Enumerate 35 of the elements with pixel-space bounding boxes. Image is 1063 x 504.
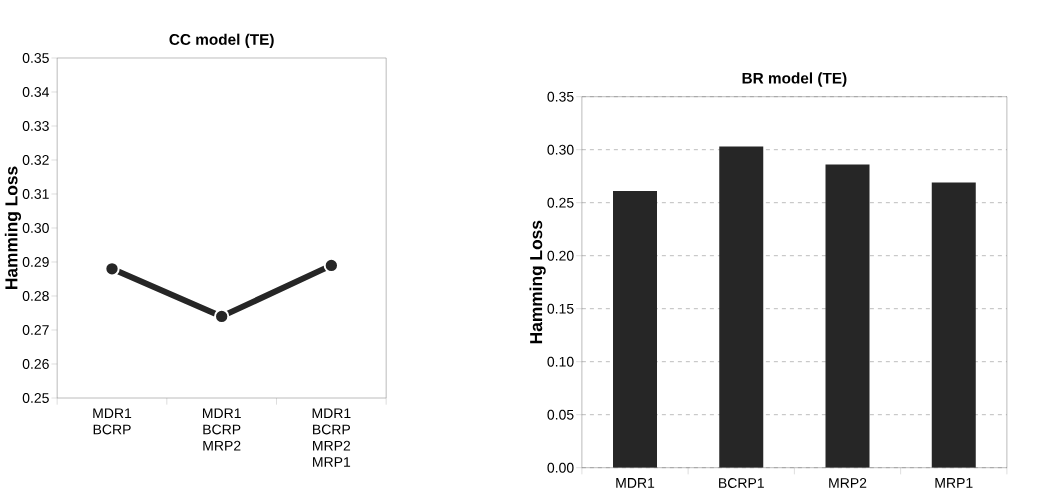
bar	[931, 182, 976, 468]
y-tick-label: 0.30	[547, 144, 574, 155]
y-tick-label: 0.30	[22, 223, 49, 233]
x-tick-label: MDR1 BCRP MRP2 MRP1	[312, 408, 351, 467]
chart-title: CC model (TE)	[169, 33, 274, 48]
chart-title: BR model (TE)	[742, 72, 847, 87]
bar	[825, 164, 870, 468]
y-tick-label: 0.28	[22, 291, 49, 301]
x-tick-label: BCRP1	[719, 478, 764, 489]
y-tick-label: 0.10	[547, 356, 574, 367]
y-tick-label: 0.32	[22, 155, 49, 165]
y-tick-label: 0.26	[22, 359, 49, 369]
y-axis-title: Hamming Loss	[4, 166, 22, 289]
y-tick-label: 0.05	[547, 409, 574, 420]
y-tick-label: 0.29	[22, 257, 49, 267]
x-tick-label: MDR1	[616, 478, 655, 488]
bar	[719, 146, 764, 468]
x-tick-label: MDR1 BCRP	[93, 408, 132, 435]
bar	[613, 191, 658, 468]
y-tick-label: 0.34	[22, 87, 50, 97]
point	[104, 261, 120, 277]
y-tick-label: 0.35	[547, 91, 574, 102]
y-tick-label: 0.27	[22, 325, 49, 335]
y-tick-label: 0.25	[547, 197, 574, 208]
y-tick-label: 0.33	[22, 121, 49, 131]
x-tick-label: MRP2	[829, 478, 867, 488]
y-tick-label: 0.31	[22, 189, 49, 199]
y-tick-label: 0.20	[547, 250, 574, 261]
y-tick-label: 0.00	[547, 462, 574, 473]
x-tick-label: MRP1	[935, 478, 973, 488]
y-tick-label: 0.35	[22, 53, 49, 63]
y-tick-label: 0.25	[22, 393, 49, 403]
y-axis-title: Hamming Loss	[529, 220, 546, 344]
x-tick-label: MDR1 BCRP MRP2	[202, 408, 241, 451]
y-tick-label: 0.15	[547, 303, 574, 314]
